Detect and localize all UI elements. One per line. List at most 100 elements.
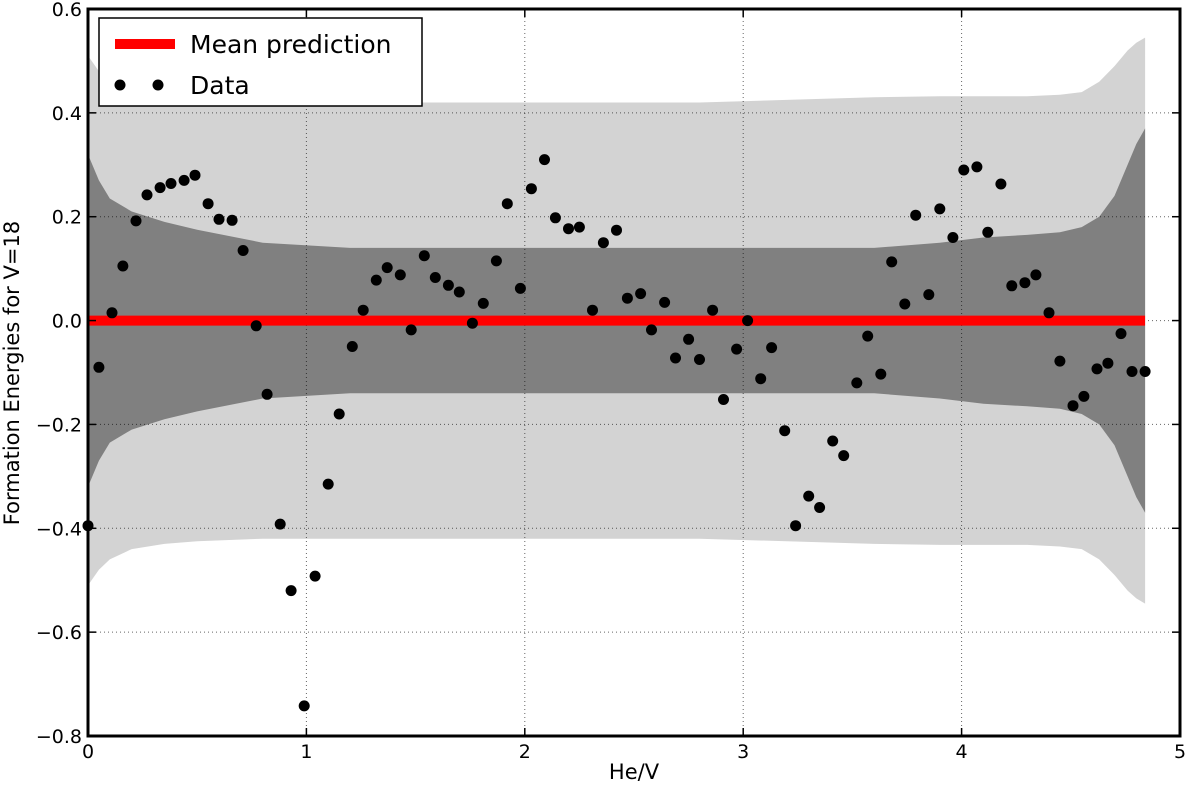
data-point — [250, 320, 262, 332]
data-point — [453, 286, 465, 298]
data-points — [82, 154, 1151, 712]
data-point — [1139, 366, 1151, 377]
data-point — [1030, 269, 1042, 281]
plot-frame — [86, 7, 1182, 738]
data-point — [357, 304, 369, 316]
data-point — [597, 237, 609, 249]
data-point — [742, 315, 754, 327]
data-point — [731, 343, 743, 355]
data-point — [923, 289, 935, 301]
y-axis-title: Formation Energies for V=18 — [0, 221, 24, 525]
data-point — [694, 354, 705, 365]
x-tick-label: 0 — [82, 741, 94, 763]
data-point — [466, 317, 478, 329]
data-point — [563, 223, 574, 235]
data-point — [875, 368, 887, 380]
data-point — [1126, 366, 1138, 377]
data-point — [322, 478, 334, 490]
legend-data-label: Data — [190, 71, 250, 100]
data-point — [683, 333, 695, 345]
data-point — [718, 394, 729, 405]
data-point — [947, 232, 959, 243]
y-tick-label: −0.4 — [36, 518, 82, 540]
legend-mean-label: Mean prediction — [190, 30, 392, 59]
tick-labels: 0 1 2 3 4 5 −0.8 −0.6 −0.4 −0.2 0.0 0.2 0.4 0.6 — [36, 0, 1186, 763]
y-tick-label: −0.2 — [36, 414, 82, 436]
data-point — [779, 425, 791, 437]
data-point — [646, 324, 657, 336]
data-point — [886, 256, 898, 268]
data-point — [958, 164, 970, 176]
data-point — [394, 269, 406, 281]
x-axis-title: He/V — [609, 760, 660, 784]
data-point — [1054, 355, 1066, 367]
data-point — [621, 292, 633, 304]
data-point — [514, 282, 526, 294]
data-point — [165, 178, 177, 189]
data-point — [707, 304, 719, 316]
data-point — [442, 279, 454, 291]
data-point — [755, 373, 767, 385]
data-point — [477, 297, 489, 309]
data-point — [899, 298, 911, 310]
data-point — [1115, 328, 1127, 340]
data-point — [298, 700, 310, 712]
data-point — [405, 324, 417, 336]
data-point — [117, 260, 129, 272]
data-point — [838, 450, 850, 462]
data-point — [141, 189, 153, 201]
data-point — [429, 272, 441, 283]
data-point — [971, 161, 983, 173]
data-point — [490, 255, 502, 267]
data-point — [910, 209, 922, 221]
data-point — [106, 307, 118, 319]
legend-data-marker-1 — [114, 79, 126, 91]
data-point — [549, 212, 561, 224]
y-tick-label: −0.6 — [36, 622, 82, 644]
x-tick-label: 5 — [1174, 741, 1186, 763]
data-point — [381, 262, 393, 274]
data-point — [261, 388, 273, 400]
data-point — [587, 304, 598, 316]
data-point — [202, 198, 214, 210]
data-point — [670, 352, 681, 364]
data-point — [93, 361, 105, 373]
data-point — [370, 274, 382, 286]
data-point — [1102, 357, 1114, 369]
data-point — [1091, 363, 1103, 375]
data-point — [539, 154, 550, 166]
legend-data-marker-2 — [152, 79, 164, 91]
data-point — [611, 224, 622, 236]
data-point — [790, 520, 802, 532]
legend: Mean prediction Data — [98, 17, 423, 107]
x-tick-label: 1 — [300, 741, 312, 763]
data-point — [274, 518, 286, 530]
data-point — [1043, 307, 1055, 319]
data-point — [803, 490, 815, 502]
data-point — [995, 178, 1007, 190]
data-point — [1067, 400, 1079, 412]
data-point — [659, 296, 671, 308]
data-point — [1006, 280, 1018, 292]
x-tick-label: 2 — [519, 741, 531, 763]
y-tick-label: 0.2 — [52, 207, 82, 229]
y-tick-label: −0.8 — [36, 726, 82, 748]
y-tick-label: 0.4 — [52, 103, 82, 125]
data-point — [525, 183, 537, 195]
data-point — [226, 214, 238, 226]
data-point — [237, 245, 249, 256]
x-tick-label: 3 — [737, 741, 749, 763]
data-point — [213, 213, 225, 225]
data-point — [309, 570, 321, 582]
data-point — [635, 288, 647, 300]
data-point — [827, 435, 839, 447]
data-point — [862, 330, 874, 342]
x-tick-label: 4 — [956, 741, 968, 763]
data-point — [154, 182, 166, 194]
data-point — [573, 221, 585, 233]
data-point — [1019, 277, 1031, 289]
data-point — [501, 198, 513, 210]
data-point — [851, 377, 863, 389]
data-point — [285, 585, 297, 597]
